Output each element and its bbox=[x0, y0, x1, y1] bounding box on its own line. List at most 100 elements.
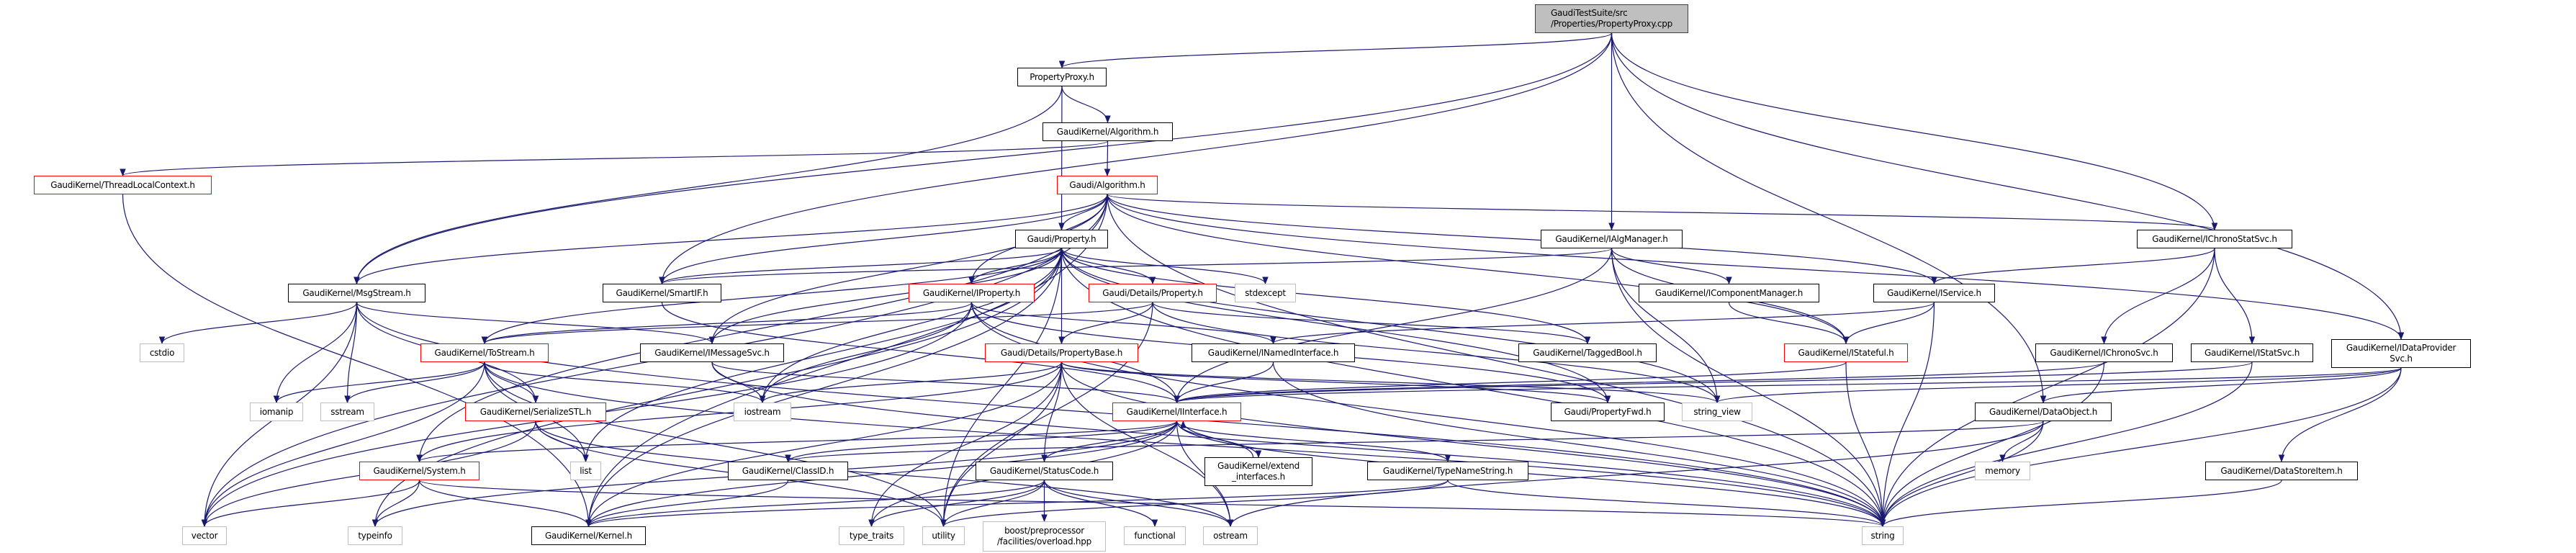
edge-PropertyBase-to-StatusCode bbox=[1041, 361, 1063, 463]
node-statuscode[interactable]: GaudiKernel/StatusCode.h bbox=[976, 462, 1113, 480]
node-ichronosvc[interactable]: GaudiKernel/IChronoSvc.h bbox=[2035, 343, 2173, 362]
edge-MsgStream-to-iomanip bbox=[273, 302, 358, 404]
node-iservice[interactable]: GaudiKernel/IService.h bbox=[1873, 284, 1995, 302]
node-iinterface[interactable]: GaudiKernel/IInterface.h bbox=[1112, 403, 1241, 421]
node-inamedinterface[interactable]: GaudiKernel/INamedInterface.h bbox=[1192, 343, 1355, 362]
edge-IAlgManager-to-IInterface bbox=[1174, 248, 1613, 404]
edge-DetailsProperty-to-TaggedBool bbox=[1152, 302, 1591, 345]
edge-ToStream-to-iomanip bbox=[273, 361, 485, 404]
node-classid[interactable]: GaudiKernel/ClassID.h bbox=[728, 462, 848, 480]
edge-Property-to-iostream bbox=[759, 248, 1063, 404]
node-propertyfwd[interactable]: Gaudi/PropertyFwd.h bbox=[1551, 403, 1665, 421]
node-propertyproxy[interactable]: PropertyProxy.h bbox=[1017, 68, 1107, 86]
edge-StatusCode-to-functional bbox=[1043, 480, 1158, 528]
node-typenamestring[interactable]: GaudiKernel/TypeNameString.h bbox=[1367, 462, 1528, 480]
node-istateful[interactable]: GaudiKernel/IStateful.h bbox=[1784, 343, 1908, 362]
node-boost-overload[interactable]: boost/preprocessor /facilities/overload.… bbox=[983, 521, 1106, 552]
node-string[interactable]: string bbox=[1862, 526, 1904, 545]
edge-IDataProviderSvc-to-DataObject bbox=[2040, 367, 2402, 404]
node-iomanip[interactable]: iomanip bbox=[250, 403, 303, 421]
node-functional[interactable]: functional bbox=[1124, 526, 1186, 545]
edge-TypeNameString-to-Kernel bbox=[585, 480, 1449, 528]
edge-TypeNameString-to-utility bbox=[940, 480, 1449, 528]
edge-MsgStream-to-sstream bbox=[344, 302, 358, 404]
edge-PropertyBase-to-PropertyFwd bbox=[1060, 361, 1611, 404]
edge-IComponentManager-to-IStateful bbox=[1728, 302, 1850, 345]
edge-System-to-Kernel bbox=[418, 480, 592, 528]
node-taggedbool[interactable]: GaudiKernel/TaggedBool.h bbox=[1518, 343, 1657, 362]
edge-IInterface-to-ostream bbox=[1176, 421, 1234, 528]
node-smartif[interactable]: GaudiKernel/SmartIF.h bbox=[603, 284, 721, 302]
edge-IProperty-to-INamedInterface bbox=[970, 302, 1276, 345]
node-extend-interfaces[interactable]: GaudiKernel/extend _interfaces.h bbox=[1204, 457, 1312, 486]
node-galgorithm[interactable]: Gaudi/Algorithm.h bbox=[1057, 176, 1158, 194]
node-iproperty[interactable]: GaudiKernel/IProperty.h bbox=[909, 284, 1035, 302]
node-list[interactable]: list bbox=[570, 462, 601, 480]
node-iostream[interactable]: iostream bbox=[734, 403, 791, 421]
edge-GAlgorithm-to-IDataProviderSvc bbox=[1107, 194, 2405, 341]
node-string-view[interactable]: string_view bbox=[1682, 403, 1752, 421]
edge-IProperty-to-iostream bbox=[759, 302, 973, 404]
edge-PropertyBase-to-Kernel bbox=[585, 361, 1063, 528]
edge-MsgStream-to-cstdio bbox=[158, 302, 358, 345]
node-serializestl[interactable]: GaudiKernel/SerializeSTL.h bbox=[465, 403, 606, 421]
node-memory[interactable]: memory bbox=[1975, 462, 2030, 480]
edge-IDataProviderSvc-to-IInterface bbox=[1174, 367, 2402, 404]
edge-IDataProviderSvc-to-string bbox=[1879, 367, 2402, 528]
node-threadlocalcontext[interactable]: GaudiKernel/ThreadLocalContext.h bbox=[34, 176, 212, 194]
node-idataprovidersvc[interactable]: GaudiKernel/IDataProvider Svc.h bbox=[2331, 339, 2471, 368]
node-property[interactable]: Gaudi/Property.h bbox=[1015, 230, 1108, 248]
node-sstream[interactable]: sstream bbox=[320, 403, 374, 421]
node-kernel[interactable]: GaudiKernel/Kernel.h bbox=[531, 526, 646, 545]
edge-Property-to-TaggedBool bbox=[1060, 248, 1591, 345]
node-stdexcept[interactable]: stdexcept bbox=[1235, 284, 1296, 302]
edge-IDataProviderSvc-to-DataStoreItem bbox=[2278, 367, 2402, 463]
node-type-traits[interactable]: type_traits bbox=[839, 526, 904, 545]
edge-IService-to-string bbox=[1879, 302, 1935, 528]
node-icomponentmanager[interactable]: GaudiKernel/IComponentManager.h bbox=[1639, 284, 1819, 302]
edge-DetailsProperty-to-utility bbox=[940, 302, 1153, 528]
node-ostream[interactable]: ostream bbox=[1203, 526, 1258, 545]
node-detailsproperty[interactable]: Gaudi/Details/Property.h bbox=[1089, 284, 1217, 302]
node-gkalgorithm[interactable]: GaudiKernel/Algorithm.h bbox=[1042, 122, 1173, 141]
node-msgstream[interactable]: GaudiKernel/MsgStream.h bbox=[288, 284, 425, 302]
edge-GAlgorithm-to-SmartIF bbox=[659, 194, 1108, 285]
edge-PropertyBase-to-type_traits bbox=[868, 361, 1063, 528]
node-utility[interactable]: utility bbox=[922, 526, 965, 545]
node-dataobject[interactable]: GaudiKernel/DataObject.h bbox=[1975, 403, 2112, 421]
edge-StatusCode-to-utility bbox=[940, 480, 1045, 528]
node-vector[interactable]: vector bbox=[182, 526, 227, 545]
edge-PropertyBase-to-ostream bbox=[1060, 361, 1234, 528]
node-system[interactable]: GaudiKernel/System.h bbox=[359, 462, 479, 480]
node-ialgmanager[interactable]: GaudiKernel/IAlgManager.h bbox=[1541, 230, 1683, 248]
node-propertybase[interactable]: Gaudi/Details/PropertyBase.h bbox=[985, 343, 1138, 362]
node-imessagesvc[interactable]: GaudiKernel/IMessageSvc.h bbox=[640, 343, 784, 362]
edge-root-to-MsgStream bbox=[353, 32, 1613, 285]
edge-StatusCode-to-ostream bbox=[1043, 480, 1234, 528]
edge-DataStoreItem-to-string bbox=[1879, 480, 2282, 528]
edge-IDataProviderSvc-to-string_view bbox=[1714, 367, 2402, 404]
node-istatsvc[interactable]: GaudiKernel/IStatSvc.h bbox=[2191, 343, 2313, 362]
edge-IInterface-to-ClassID bbox=[785, 421, 1178, 463]
edge-IProperty-to-ToStream bbox=[481, 302, 973, 345]
edge-ToStream-to-vector bbox=[201, 361, 485, 528]
node-typeinfo[interactable]: typeinfo bbox=[348, 526, 402, 545]
edge-root-to-SmartIF bbox=[659, 32, 1613, 285]
edge-IInterface-to-TypeNameString bbox=[1176, 421, 1451, 463]
node-cstdio[interactable]: cstdio bbox=[140, 343, 184, 362]
node-tostream[interactable]: GaudiKernel/ToStream.h bbox=[420, 343, 549, 362]
edge-TypeNameString-to-string bbox=[1447, 480, 1886, 528]
edge-GAlgorithm-to-IMessageSvc bbox=[708, 194, 1108, 345]
edge-ToStream-to-utility bbox=[484, 361, 947, 528]
edge-PropertyBase-to-string_view bbox=[1060, 361, 1721, 404]
edge-GAlgorithm-to-Property bbox=[1058, 194, 1108, 231]
node-ichronostatsvc[interactable]: GaudiKernel/IChronoStatSvc.h bbox=[2137, 230, 2292, 248]
edge-IAlgManager-to-string bbox=[1611, 248, 1886, 528]
edge-IChronoStatSvc-to-IService bbox=[1931, 248, 2215, 285]
node-datastoreitem[interactable]: GaudiKernel/DataStoreItem.h bbox=[2205, 462, 2358, 480]
edge-GAlgorithm-to-System bbox=[416, 194, 1108, 463]
edge-Property-to-SmartIF bbox=[659, 248, 1063, 285]
edge-IMessageSvc-to-string bbox=[711, 361, 1886, 528]
edge-StatusCode-to-Kernel bbox=[585, 480, 1045, 528]
